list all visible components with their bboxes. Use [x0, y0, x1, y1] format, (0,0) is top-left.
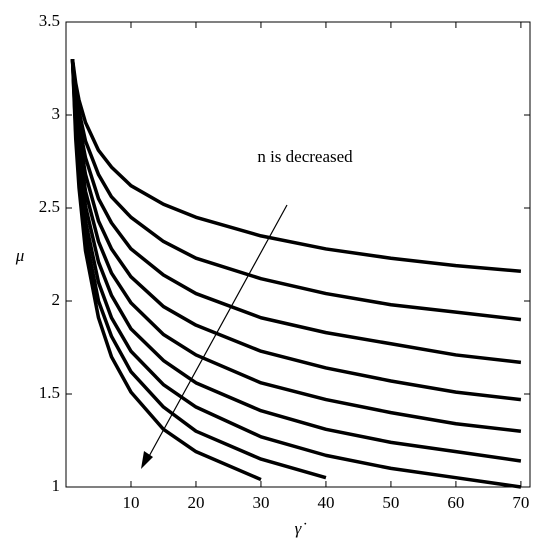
x-axis-label: γ̇: [295, 519, 307, 538]
x-tick-label: 70: [512, 493, 529, 512]
curve: [70, 59, 522, 402]
x-tick-label: 30: [252, 493, 269, 512]
curve: [70, 59, 262, 482]
annotation: n is decreased: [257, 147, 353, 166]
arrow-head: [141, 451, 153, 469]
y-tick-label: 3: [52, 104, 61, 123]
y-axis-label: μ: [15, 246, 25, 265]
x-tick-label: 50: [382, 493, 399, 512]
curve: [70, 59, 522, 365]
curve: [70, 59, 522, 433]
curve: [70, 58, 522, 273]
x-tick-label: 40: [317, 493, 334, 512]
curve: [70, 59, 522, 322]
x-tick-label: 10: [122, 493, 139, 512]
y-tick-label: 2.5: [39, 197, 60, 216]
x-tick-label: 60: [447, 493, 464, 512]
x-tick-label: 20: [187, 493, 204, 512]
y-tick-label: 1.5: [39, 383, 60, 402]
y-tick-label: 2: [52, 290, 61, 309]
y-tick-label: 3.5: [39, 11, 60, 30]
y-tick-label: 1: [52, 476, 61, 495]
plot-frame: [65, 21, 531, 488]
